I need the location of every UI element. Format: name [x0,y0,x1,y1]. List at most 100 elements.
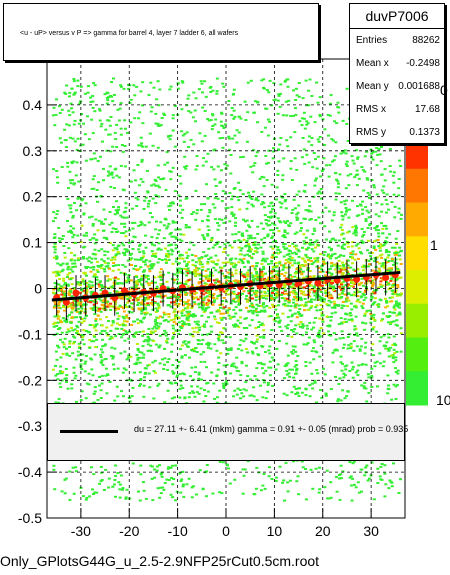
density-cell [310,263,314,265]
density-cell [217,271,221,274]
density-cell [276,294,279,297]
density-cell [205,289,209,291]
density-cell [273,245,277,248]
density-cell [181,470,185,473]
density-cell [339,283,343,286]
density-cell [111,265,115,267]
density-cell [287,258,291,261]
density-cell [385,227,389,230]
density-cell [141,481,145,484]
density-cell [73,259,77,262]
density-cell [159,278,163,281]
density-cell [153,476,157,479]
density-cell [346,305,349,308]
density-cell [124,368,128,371]
density-cell [269,211,272,214]
density-cell [341,272,345,275]
density-cell [154,180,158,182]
density-cell [255,197,258,200]
density-cell [206,298,210,301]
density-cell [73,377,77,380]
density-cell [117,295,121,298]
density-cell [298,264,302,267]
density-cell [319,192,323,195]
density-cell [262,335,266,338]
density-cell [265,305,269,308]
density-cell [381,284,385,287]
density-cell [195,164,199,167]
density-cell [248,305,252,308]
density-cell [217,218,221,221]
density-cell [193,109,197,112]
density-cell [67,187,70,190]
density-cell [209,325,213,328]
density-cell [290,275,294,278]
density-cell [70,326,73,329]
density-cell [290,329,293,331]
density-cell [392,193,396,196]
density-cell [373,297,377,300]
density-cell [396,369,400,372]
density-cell [344,152,348,155]
density-cell [272,256,275,259]
density-cell [294,272,298,275]
density-cell [110,173,114,176]
density-cell [63,91,67,94]
density-cell [266,215,270,218]
density-cell [141,145,145,148]
density-cell [324,393,328,396]
density-cell [150,267,154,270]
density-cell [280,264,283,267]
density-cell [294,360,298,363]
density-cell [263,236,267,239]
density-cell [205,343,209,346]
density-cell [210,238,214,241]
density-cell [163,482,167,484]
density-cell [109,116,113,118]
density-cell [221,382,225,385]
density-cell [216,368,220,371]
density-cell [252,386,256,389]
density-cell [248,254,251,257]
density-cell [284,325,288,328]
density-cell [168,233,172,236]
density-cell [178,348,182,351]
density-cell [279,221,282,224]
density-cell [293,251,297,254]
density-cell [342,254,346,257]
density-cell [73,91,77,94]
density-cell [118,324,122,326]
density-cell [304,468,307,470]
density-cell [151,243,154,246]
density-cell [143,313,147,316]
density-cell [177,329,181,332]
density-cell [187,299,191,302]
density-cell [70,161,74,164]
density-cell [136,198,140,201]
density-cell [194,189,198,192]
density-cell [244,389,248,392]
density-cell [122,232,126,235]
density-cell [238,208,242,211]
density-cell [189,111,193,114]
density-cell [56,378,60,381]
density-cell [383,168,387,171]
density-cell [209,91,213,93]
density-cell [371,158,375,161]
density-cell [363,352,367,355]
density-cell [153,320,157,323]
density-cell [221,339,225,342]
density-cell [255,367,259,370]
density-cell [57,105,61,108]
density-cell [141,180,145,183]
density-cell [126,290,130,293]
density-cell [203,325,207,328]
density-cell [301,257,305,260]
density-cell [77,302,81,305]
density-cell [52,168,55,171]
density-cell [287,99,291,102]
density-cell [78,291,82,294]
density-cell [339,361,343,364]
density-cell [392,282,396,285]
density-cell [346,259,350,262]
